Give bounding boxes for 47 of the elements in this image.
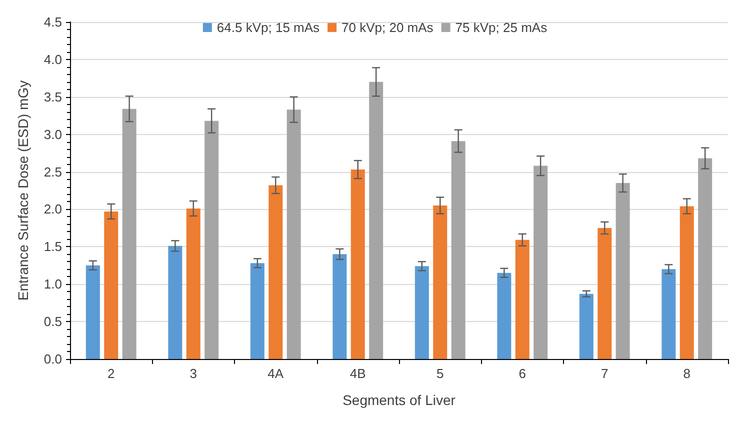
bar [433, 205, 448, 359]
bar [268, 185, 283, 359]
y-tick-label: 1.0 [44, 276, 62, 292]
y-tick-label: 3.5 [44, 89, 62, 104]
x-tick-label: 5 [436, 366, 444, 381]
bar [414, 266, 429, 359]
legend-label: 64.5 kVp; 15 mAs [216, 20, 320, 35]
y-tick-label: 0.0 [44, 352, 62, 366]
x-tick-label: 4B [350, 366, 366, 381]
x-axis-title: Segments of Liver [342, 392, 456, 408]
bar [186, 208, 200, 359]
y-tick-label: 2.0 [44, 202, 62, 217]
legend-label: 70 kVp; 20 mAs [342, 20, 434, 35]
y-tick-label: 1.5 [44, 239, 62, 254]
legend-label: 75 kVp; 25 mAs [455, 20, 548, 35]
bar [598, 228, 612, 359]
bar [451, 141, 466, 359]
bar [698, 158, 712, 359]
bar [534, 166, 548, 359]
bar [122, 108, 136, 359]
bar [332, 254, 347, 359]
y-tick-label: 4.0 [44, 52, 62, 67]
bar [250, 263, 264, 359]
bar [168, 246, 182, 359]
bar [616, 183, 630, 359]
bar [662, 269, 676, 359]
x-tick-label: 7 [601, 366, 608, 381]
bar [86, 265, 100, 359]
y-tick-label: 4.5 [44, 14, 62, 30]
bar [369, 82, 384, 359]
bar [350, 170, 365, 359]
x-tick-label: 3 [190, 366, 197, 381]
bar [680, 206, 694, 359]
x-tick-label: 6 [518, 366, 526, 381]
bar [515, 240, 530, 359]
x-tick-label: 8 [683, 366, 690, 381]
y-tick-label: 3.0 [44, 126, 62, 142]
bar [286, 110, 301, 359]
y-tick-label: 2.5 [44, 164, 62, 180]
x-tick-label: 2 [108, 366, 115, 381]
x-tick-label: 4A [268, 366, 284, 381]
bar [104, 211, 118, 359]
bar [204, 120, 219, 359]
y-axis-title: Entrance Surface Dose (ESD) mGy [15, 80, 31, 301]
y-tick-label: 0.5 [44, 314, 62, 330]
bar [579, 294, 594, 359]
bar [497, 272, 512, 359]
